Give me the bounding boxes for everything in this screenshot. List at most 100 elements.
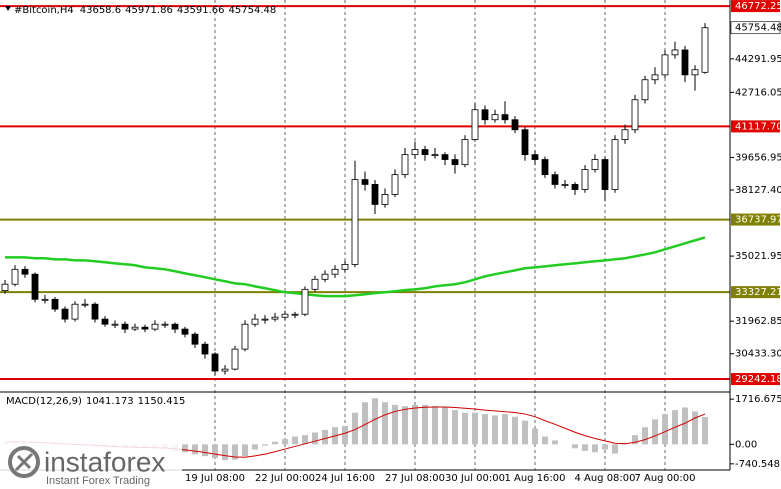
candle-body [551, 174, 559, 185]
brand: instaforex [44, 446, 165, 477]
macd-bar [422, 404, 428, 445]
y-tick-label: 0.00 [735, 439, 757, 450]
candle-body [421, 149, 429, 156]
macd-bar [702, 416, 708, 445]
macd-bar [452, 410, 458, 445]
candle-body [71, 303, 79, 320]
candle-body [201, 343, 209, 355]
macd-bar [182, 444, 188, 453]
candle-body [171, 323, 179, 330]
candle-body [681, 49, 689, 76]
candle-body [81, 303, 89, 306]
candle-body [291, 313, 299, 316]
macd-bar [322, 429, 328, 445]
candle-body [281, 313, 289, 318]
candle-body [401, 154, 409, 176]
macd-bar [592, 444, 598, 453]
macd-bar [412, 404, 418, 445]
x-tick-label: 24 Jul 16:00 [315, 473, 375, 484]
macd-bar [652, 419, 658, 445]
candle-body [301, 288, 309, 315]
candle-body [491, 114, 499, 121]
level-label: 29242.18 [735, 374, 781, 385]
level-label: 33327.21 [735, 287, 781, 298]
chart-header: #Bitcoin,H4 43658.6 45971.86 43591.66 45754.… [14, 5, 276, 16]
candle-body [441, 154, 449, 160]
candle-body [41, 298, 49, 301]
candle-body [611, 139, 619, 190]
candle-body [181, 328, 189, 335]
candle-body [151, 323, 159, 330]
macd-bar [572, 444, 578, 449]
candle-body [621, 129, 629, 140]
candle-body [431, 154, 439, 157]
y-tick-label: 31962.85 [735, 316, 781, 327]
symbol-icon [5, 6, 11, 11]
candle-body [501, 114, 509, 121]
candle-body [161, 323, 169, 326]
candle-body [591, 159, 599, 170]
candle-body [601, 159, 609, 190]
y-tick-label: -740.548 [735, 459, 780, 470]
candle-body [11, 268, 19, 285]
candle-body [231, 348, 239, 370]
macd-bar [402, 406, 408, 445]
macd-bar [472, 412, 478, 445]
x-tick-label: 4 Aug 08:00 [574, 473, 635, 484]
candle-body [31, 273, 39, 300]
candle-body [261, 318, 269, 321]
low: 43591.66 [177, 5, 225, 16]
candle-body [531, 154, 539, 160]
candle-body [451, 159, 459, 166]
moving-average [5, 236, 706, 298]
candle-body [21, 268, 29, 275]
macd-bar [552, 440, 558, 445]
candle-body [471, 109, 479, 140]
symbol: #Bitcoin,H4 [14, 5, 74, 16]
candle-body [321, 273, 329, 280]
level-label: 46772.25 [735, 1, 781, 12]
logo-mark [14, 452, 34, 472]
macd-bar [642, 427, 648, 445]
macd-bar [492, 415, 498, 445]
candle-body [691, 69, 699, 76]
macd-bar [372, 398, 378, 445]
macd-bar [252, 444, 258, 450]
open: 43658.6 [80, 5, 121, 16]
level-label: 36737.97 [735, 215, 781, 226]
plot [0, 0, 730, 470]
macd-bar [192, 444, 198, 455]
macd-header: MACD(12,26,9) 1041.173 1150.415 [6, 396, 185, 407]
macd-title: MACD(12,26,9) [6, 396, 82, 407]
macd-bar [462, 412, 468, 445]
level-tag [731, 286, 780, 299]
candle-body [381, 194, 389, 205]
candle-body [121, 323, 129, 330]
candle-body [561, 184, 569, 186]
x-tick-label: 7 Aug 00:00 [634, 473, 695, 484]
close: 45754.48 [229, 5, 277, 16]
macd-bar [682, 407, 688, 445]
macd-bar [522, 420, 528, 445]
candle-body [1, 283, 9, 291]
level-tag [731, 120, 780, 133]
candle-body [541, 159, 549, 176]
candle-body [371, 184, 379, 205]
candle-body [571, 184, 579, 190]
macd-bar [442, 407, 448, 445]
y-tick-label: 35021.95 [735, 251, 781, 262]
signal-value: 1150.415 [138, 396, 186, 407]
x-tick-label: 27 Jul 08:00 [385, 473, 445, 484]
macd-bar [482, 414, 488, 445]
macd-bar [292, 436, 298, 445]
candle-body [311, 278, 319, 290]
candle-body [671, 49, 679, 56]
x-tick-label: 19 Jul 08:00 [185, 473, 245, 484]
candle-body [131, 326, 139, 330]
macd-bar [432, 406, 438, 445]
candle-body [141, 326, 149, 330]
macd-bar [382, 402, 388, 445]
macd-bar [542, 436, 548, 445]
